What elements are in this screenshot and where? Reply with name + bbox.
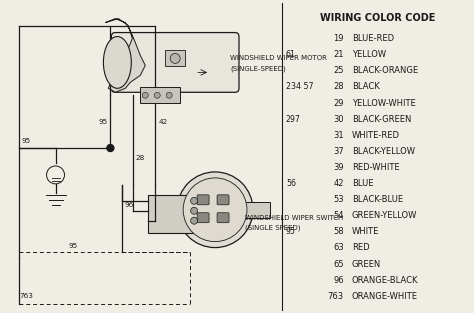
Bar <box>245 202 270 218</box>
FancyBboxPatch shape <box>217 213 229 223</box>
Text: 42: 42 <box>333 179 344 188</box>
Text: 28: 28 <box>333 82 344 91</box>
Circle shape <box>183 178 247 242</box>
Text: BLACK-BLUE: BLACK-BLUE <box>352 195 403 204</box>
Text: BLACK-YELLOW: BLACK-YELLOW <box>352 147 415 156</box>
Text: 58: 58 <box>333 227 344 236</box>
Text: WINDSHIELD WIPER SWITCH: WINDSHIELD WIPER SWITCH <box>245 215 343 221</box>
Circle shape <box>170 54 180 64</box>
Text: 28: 28 <box>135 155 145 161</box>
Text: 53: 53 <box>333 195 344 204</box>
Text: 763: 763 <box>19 293 34 299</box>
Circle shape <box>191 197 198 204</box>
Text: 29: 29 <box>333 99 344 108</box>
Text: 25: 25 <box>333 66 344 75</box>
Text: BLACK-GREEN: BLACK-GREEN <box>352 115 411 124</box>
Text: 763: 763 <box>328 292 344 301</box>
Circle shape <box>107 145 114 151</box>
Text: RED: RED <box>352 244 369 253</box>
Text: WIRING COLOR CODE: WIRING COLOR CODE <box>320 13 435 23</box>
Text: GREEN-YELLOW: GREEN-YELLOW <box>352 211 417 220</box>
Text: WHITE: WHITE <box>352 227 379 236</box>
Text: 37: 37 <box>333 147 344 156</box>
Text: 234 57: 234 57 <box>286 82 313 91</box>
Text: 96: 96 <box>333 276 344 285</box>
FancyBboxPatch shape <box>197 195 209 205</box>
FancyBboxPatch shape <box>197 213 209 223</box>
Circle shape <box>191 217 198 224</box>
Circle shape <box>154 92 160 98</box>
Bar <box>148 195 200 233</box>
Bar <box>165 50 185 66</box>
Text: YELLOW-WHITE: YELLOW-WHITE <box>352 99 415 108</box>
Text: 297: 297 <box>286 115 301 124</box>
Text: 95: 95 <box>98 119 108 125</box>
Text: GREEN: GREEN <box>352 259 381 269</box>
Text: 65: 65 <box>333 259 344 269</box>
Text: 95: 95 <box>69 243 78 249</box>
Text: 42: 42 <box>158 119 167 125</box>
FancyBboxPatch shape <box>217 195 229 205</box>
Text: 21: 21 <box>333 50 344 59</box>
Text: BLACK: BLACK <box>352 82 380 91</box>
Text: (SINGLE SPEED): (SINGLE SPEED) <box>245 224 301 231</box>
Text: 56: 56 <box>286 179 296 188</box>
Text: 30: 30 <box>333 115 344 124</box>
Circle shape <box>191 207 198 214</box>
Text: 95: 95 <box>286 227 296 236</box>
Text: ORANGE-WHITE: ORANGE-WHITE <box>352 292 418 301</box>
Text: BLACK-ORANGE: BLACK-ORANGE <box>352 66 418 75</box>
Text: 61: 61 <box>286 50 296 59</box>
Text: 63: 63 <box>333 244 344 253</box>
Bar <box>140 87 180 103</box>
Text: BLUE-RED: BLUE-RED <box>352 34 394 43</box>
Circle shape <box>142 92 148 98</box>
Text: ORANGE-BLACK: ORANGE-BLACK <box>352 276 418 285</box>
Ellipse shape <box>103 37 131 88</box>
Text: 39: 39 <box>333 163 344 172</box>
Text: 96: 96 <box>124 202 134 208</box>
Text: WHITE-RED: WHITE-RED <box>352 131 400 140</box>
Circle shape <box>177 172 253 248</box>
Text: (SINGLE-SPEED): (SINGLE-SPEED) <box>230 65 286 72</box>
Text: 54: 54 <box>333 211 344 220</box>
Text: YELLOW: YELLOW <box>352 50 386 59</box>
Text: WINDSHIELD WIPER MOTOR: WINDSHIELD WIPER MOTOR <box>230 55 327 61</box>
FancyBboxPatch shape <box>111 33 239 92</box>
Text: RED-WHITE: RED-WHITE <box>352 163 399 172</box>
Text: 95: 95 <box>22 138 31 144</box>
Text: BLUE: BLUE <box>352 179 373 188</box>
Circle shape <box>166 92 172 98</box>
Text: 31: 31 <box>333 131 344 140</box>
Polygon shape <box>105 18 145 92</box>
Text: 19: 19 <box>333 34 344 43</box>
